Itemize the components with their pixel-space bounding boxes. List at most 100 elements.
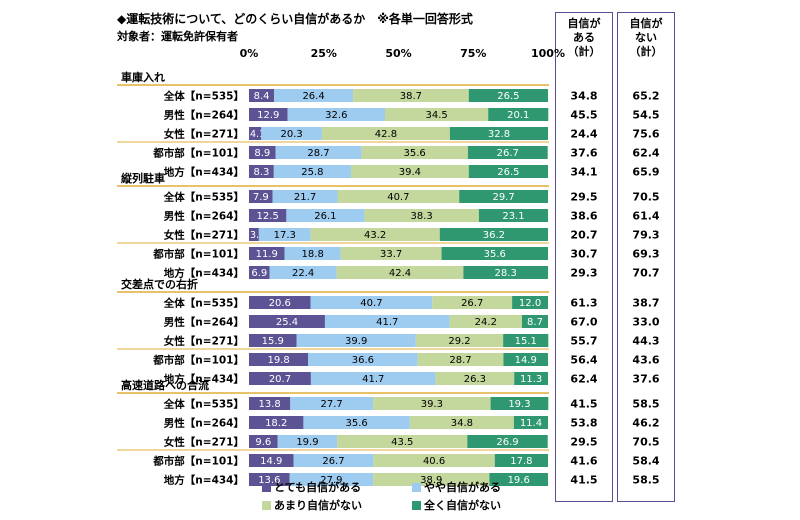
bar-segment xyxy=(337,435,468,448)
data-label: 12.0 xyxy=(519,298,541,309)
bar-segment xyxy=(467,146,548,159)
data-label: 34.5 xyxy=(425,110,447,121)
data-label: 33.7 xyxy=(380,249,402,260)
legend-item-somewhat-confident: やや自信がある xyxy=(412,479,501,495)
not-confident-total-value: 33.0 xyxy=(632,316,659,329)
confident-total-value: 30.7 xyxy=(570,248,597,261)
data-label: 18.8 xyxy=(302,249,324,260)
bar-segment xyxy=(490,397,549,410)
data-label: 35.6 xyxy=(484,249,506,260)
data-label: 26.5 xyxy=(497,167,519,178)
chart-title: ◆運転技術について、どのくらい自信があるか ※各単一回答形式 xyxy=(117,12,473,26)
bar-segment xyxy=(468,89,548,102)
bar-segment xyxy=(249,209,287,222)
confident-total-value: 34.8 xyxy=(570,90,597,103)
x-tick-label: 50% xyxy=(385,47,411,60)
confident-total-value: 53.8 xyxy=(570,417,597,430)
group-title: 交差点での右折 xyxy=(121,277,198,291)
data-label: 15.9 xyxy=(262,336,284,347)
data-label: 26.9 xyxy=(496,437,518,448)
bar-segment xyxy=(286,209,365,222)
x-tick-label: 75% xyxy=(460,47,486,60)
data-label: 25.4 xyxy=(276,317,298,328)
confident-total-value: 29.5 xyxy=(570,436,597,449)
data-label: 27.9 xyxy=(320,475,342,486)
bar-segment xyxy=(364,209,479,222)
x-tick-label: 100% xyxy=(531,47,565,60)
bar-segment xyxy=(337,190,460,203)
data-label: 20.3 xyxy=(280,129,302,140)
data-label: 17.8 xyxy=(510,456,532,467)
legend-item-very-confident: とても自信がある xyxy=(262,479,361,495)
data-label: 34.8 xyxy=(451,418,473,429)
not-confident-total-value: 43.6 xyxy=(632,354,659,367)
data-label: 26.7 xyxy=(322,456,344,467)
row-label: 都市部【n=101】 xyxy=(152,248,244,261)
data-label: 20.6 xyxy=(269,298,291,309)
not-confident-total-value: 37.6 xyxy=(632,373,659,386)
bar-segment xyxy=(249,165,274,178)
not-confident-total-column xyxy=(617,12,675,502)
bar-segment xyxy=(478,209,548,222)
not-confident-total-value: 79.3 xyxy=(632,229,659,242)
row-label: 女性【n=271】 xyxy=(164,128,244,141)
confident-total-value: 56.4 xyxy=(570,354,597,367)
not-confident-total-value: 54.5 xyxy=(632,109,659,122)
bar-segment xyxy=(432,296,513,309)
not-confident-total-value: 69.3 xyxy=(632,248,659,261)
bar-segment xyxy=(310,296,433,309)
not-confident-total-value: 38.7 xyxy=(632,297,659,310)
data-label: 26.7 xyxy=(461,298,483,309)
not-confident-total-value: 70.5 xyxy=(632,191,659,204)
data-label: 40.7 xyxy=(360,298,382,309)
legend-swatch xyxy=(262,482,271,492)
bar-segment xyxy=(512,296,548,309)
bar-segment xyxy=(249,296,311,309)
not-confident-total-value: 58.5 xyxy=(632,474,659,487)
data-label: 43.2 xyxy=(364,230,386,241)
confident-total-column xyxy=(555,12,613,502)
bar-segment xyxy=(449,127,548,140)
data-label: 26.5 xyxy=(497,91,519,102)
data-label: 32.6 xyxy=(325,110,347,121)
data-label: 26.1 xyxy=(314,211,336,222)
legend-item-not-very-confident: あまり自信がない xyxy=(262,497,362,513)
data-label: 8.7 xyxy=(527,317,543,328)
data-label: 26.3 xyxy=(464,374,486,385)
bar-segment xyxy=(514,372,548,385)
data-label: 29.7 xyxy=(492,192,514,203)
data-label: 35.6 xyxy=(404,148,426,159)
row-label: 男性【n=264】 xyxy=(164,316,244,329)
data-label: 12.9 xyxy=(257,110,279,121)
data-label: 28.7 xyxy=(307,148,329,159)
bar-segment xyxy=(249,435,278,448)
data-label: 27.7 xyxy=(321,399,343,410)
data-label: 26.4 xyxy=(302,91,324,102)
bar-segment xyxy=(449,315,522,328)
row-label: 都市部【n=101】 xyxy=(152,455,244,468)
bar-segment xyxy=(513,416,548,429)
data-label: 43.5 xyxy=(391,437,413,448)
row-label: 地方【n=434】 xyxy=(164,474,244,487)
confident-total-header: 自信が ある （計） xyxy=(567,17,601,58)
legend-swatch xyxy=(412,482,421,492)
not-confident-total-value: 62.4 xyxy=(632,147,659,160)
row-label: 男性【n=264】 xyxy=(164,210,244,223)
bar-segment xyxy=(503,353,548,366)
row-label: 男性【n=264】 xyxy=(164,109,244,122)
data-label: 35.6 xyxy=(346,418,368,429)
bar-segment xyxy=(324,315,450,328)
data-label: 19.6 xyxy=(508,475,530,486)
not-confident-total-value: 70.7 xyxy=(632,267,659,280)
bar-segment xyxy=(249,146,276,159)
data-label: 11.3 xyxy=(520,374,542,385)
bar-segment xyxy=(274,89,354,102)
not-confident-total-header: 自信が ない （計） xyxy=(629,17,663,58)
not-confident-total-value: 58.5 xyxy=(632,398,659,411)
not-confident-total-value: 44.3 xyxy=(632,335,659,348)
bar-segment xyxy=(494,454,548,467)
bar-segment xyxy=(249,247,285,260)
row-label: 都市部【n=101】 xyxy=(152,354,244,367)
bar-segment xyxy=(249,266,270,279)
